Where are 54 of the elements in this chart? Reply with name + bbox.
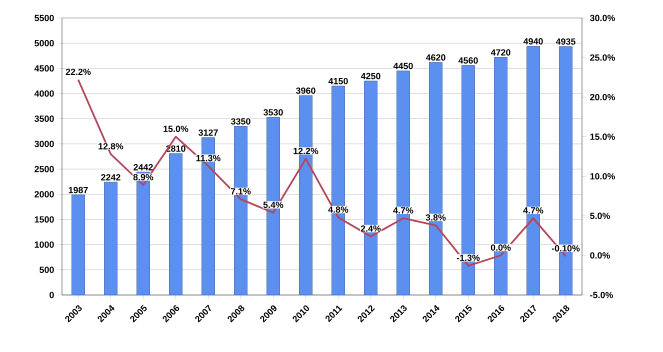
- data-label: 4620: [426, 54, 446, 61]
- y2-tick-label: 0.0%: [590, 252, 610, 259]
- data-label: 15.0%: [164, 126, 188, 132]
- y2-tick-label: 15.0%: [590, 134, 615, 140]
- data-label: 3960: [296, 87, 316, 94]
- y-tick-label: 1000: [34, 241, 54, 248]
- y-tick-label: 3000: [34, 140, 54, 148]
- y2-tick-label: 25.0%: [590, 54, 615, 61]
- data-label: 5.4%: [263, 202, 284, 208]
- y-tick-label: 500: [40, 266, 54, 273]
- bar: [72, 194, 85, 295]
- y-tick-label: 4500: [34, 65, 54, 72]
- y-tick-label: 5500: [34, 14, 54, 22]
- data-label: 4250: [360, 72, 380, 80]
- y-tick-label: 3500: [34, 116, 54, 122]
- data-label: -0.10%: [552, 245, 580, 252]
- data-label: 4720: [490, 49, 510, 56]
- data-label: 4935: [556, 38, 576, 45]
- data-label: 2442: [134, 164, 153, 170]
- data-label: 4560: [458, 57, 478, 64]
- data-label: 4.7%: [523, 207, 544, 214]
- data-label: 4450: [393, 62, 413, 70]
- y-tick-label: 2500: [34, 166, 54, 172]
- data-label: 12.8%: [98, 143, 124, 150]
- y2-tick-label: -5.0%: [590, 292, 613, 298]
- y-tick-label: 4000: [34, 90, 54, 97]
- data-label: 4940: [523, 38, 543, 45]
- y2-tick-label: 30.0%: [590, 14, 615, 22]
- data-label: 3530: [263, 109, 283, 116]
- y-tick-label: 1500: [34, 216, 54, 223]
- data-label: 0.0%: [490, 244, 511, 251]
- data-label: 1987: [68, 186, 88, 194]
- data-label: 8.9%: [133, 174, 154, 180]
- y-tick-label: 2000: [34, 191, 54, 198]
- data-label: 2242: [101, 174, 120, 180]
- data-label: 4150: [328, 78, 348, 84]
- data-label: 11.3%: [196, 154, 220, 162]
- data-label: 2.4%: [360, 225, 381, 232]
- data-label: 3350: [230, 118, 250, 125]
- bar: [169, 153, 182, 295]
- data-label: 4.7%: [393, 207, 414, 214]
- data-label: 3127: [198, 129, 218, 136]
- y2-tick-label: 5.0%: [590, 212, 610, 220]
- y2-tick-label: 10.0%: [590, 173, 615, 180]
- data-label: -1.3%: [456, 254, 480, 262]
- y2-tick-label: 20.0%: [590, 94, 615, 100]
- data-label: 22.2%: [66, 68, 91, 76]
- data-label: 7.1%: [230, 188, 251, 195]
- bar: [104, 182, 118, 295]
- data-label: 3.8%: [426, 214, 446, 221]
- data-label: 12.2%: [294, 148, 318, 154]
- data-label: 4.8%: [328, 206, 348, 213]
- y-tick-label: 5000: [34, 40, 54, 46]
- y-tick-label: 0: [50, 292, 54, 298]
